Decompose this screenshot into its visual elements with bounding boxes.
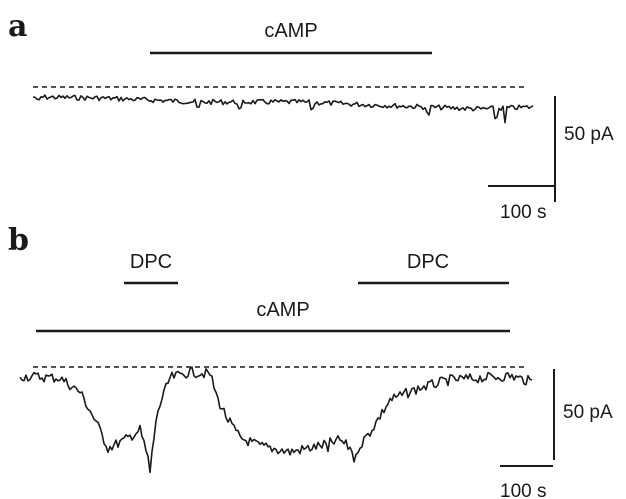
- panel-b-label: b: [8, 223, 29, 258]
- panel-b-current-scale-label: 50 pA: [563, 402, 613, 423]
- panel-a-current-scale-label: 50 pA: [564, 124, 614, 145]
- panel-b-camp-label: cAMP: [256, 299, 309, 321]
- panel-a: a cAMP 50 pA 100 s: [8, 9, 614, 223]
- panel-b-time-scale-label: 100 s: [500, 481, 546, 499]
- panel-b-dpc-label-2: DPC: [407, 251, 449, 273]
- panel-a-label: a: [8, 9, 27, 44]
- panel-a-time-scale-label: 100 s: [500, 202, 546, 223]
- panel-b-dpc-label-1: DPC: [130, 251, 172, 273]
- panel-b: b DPC DPC cAMP 50 pA 100 s: [8, 223, 613, 499]
- panel-b-current-trace: [19, 366, 533, 474]
- panel-a-camp-label: cAMP: [264, 20, 317, 42]
- panel-a-current-trace: [32, 94, 534, 124]
